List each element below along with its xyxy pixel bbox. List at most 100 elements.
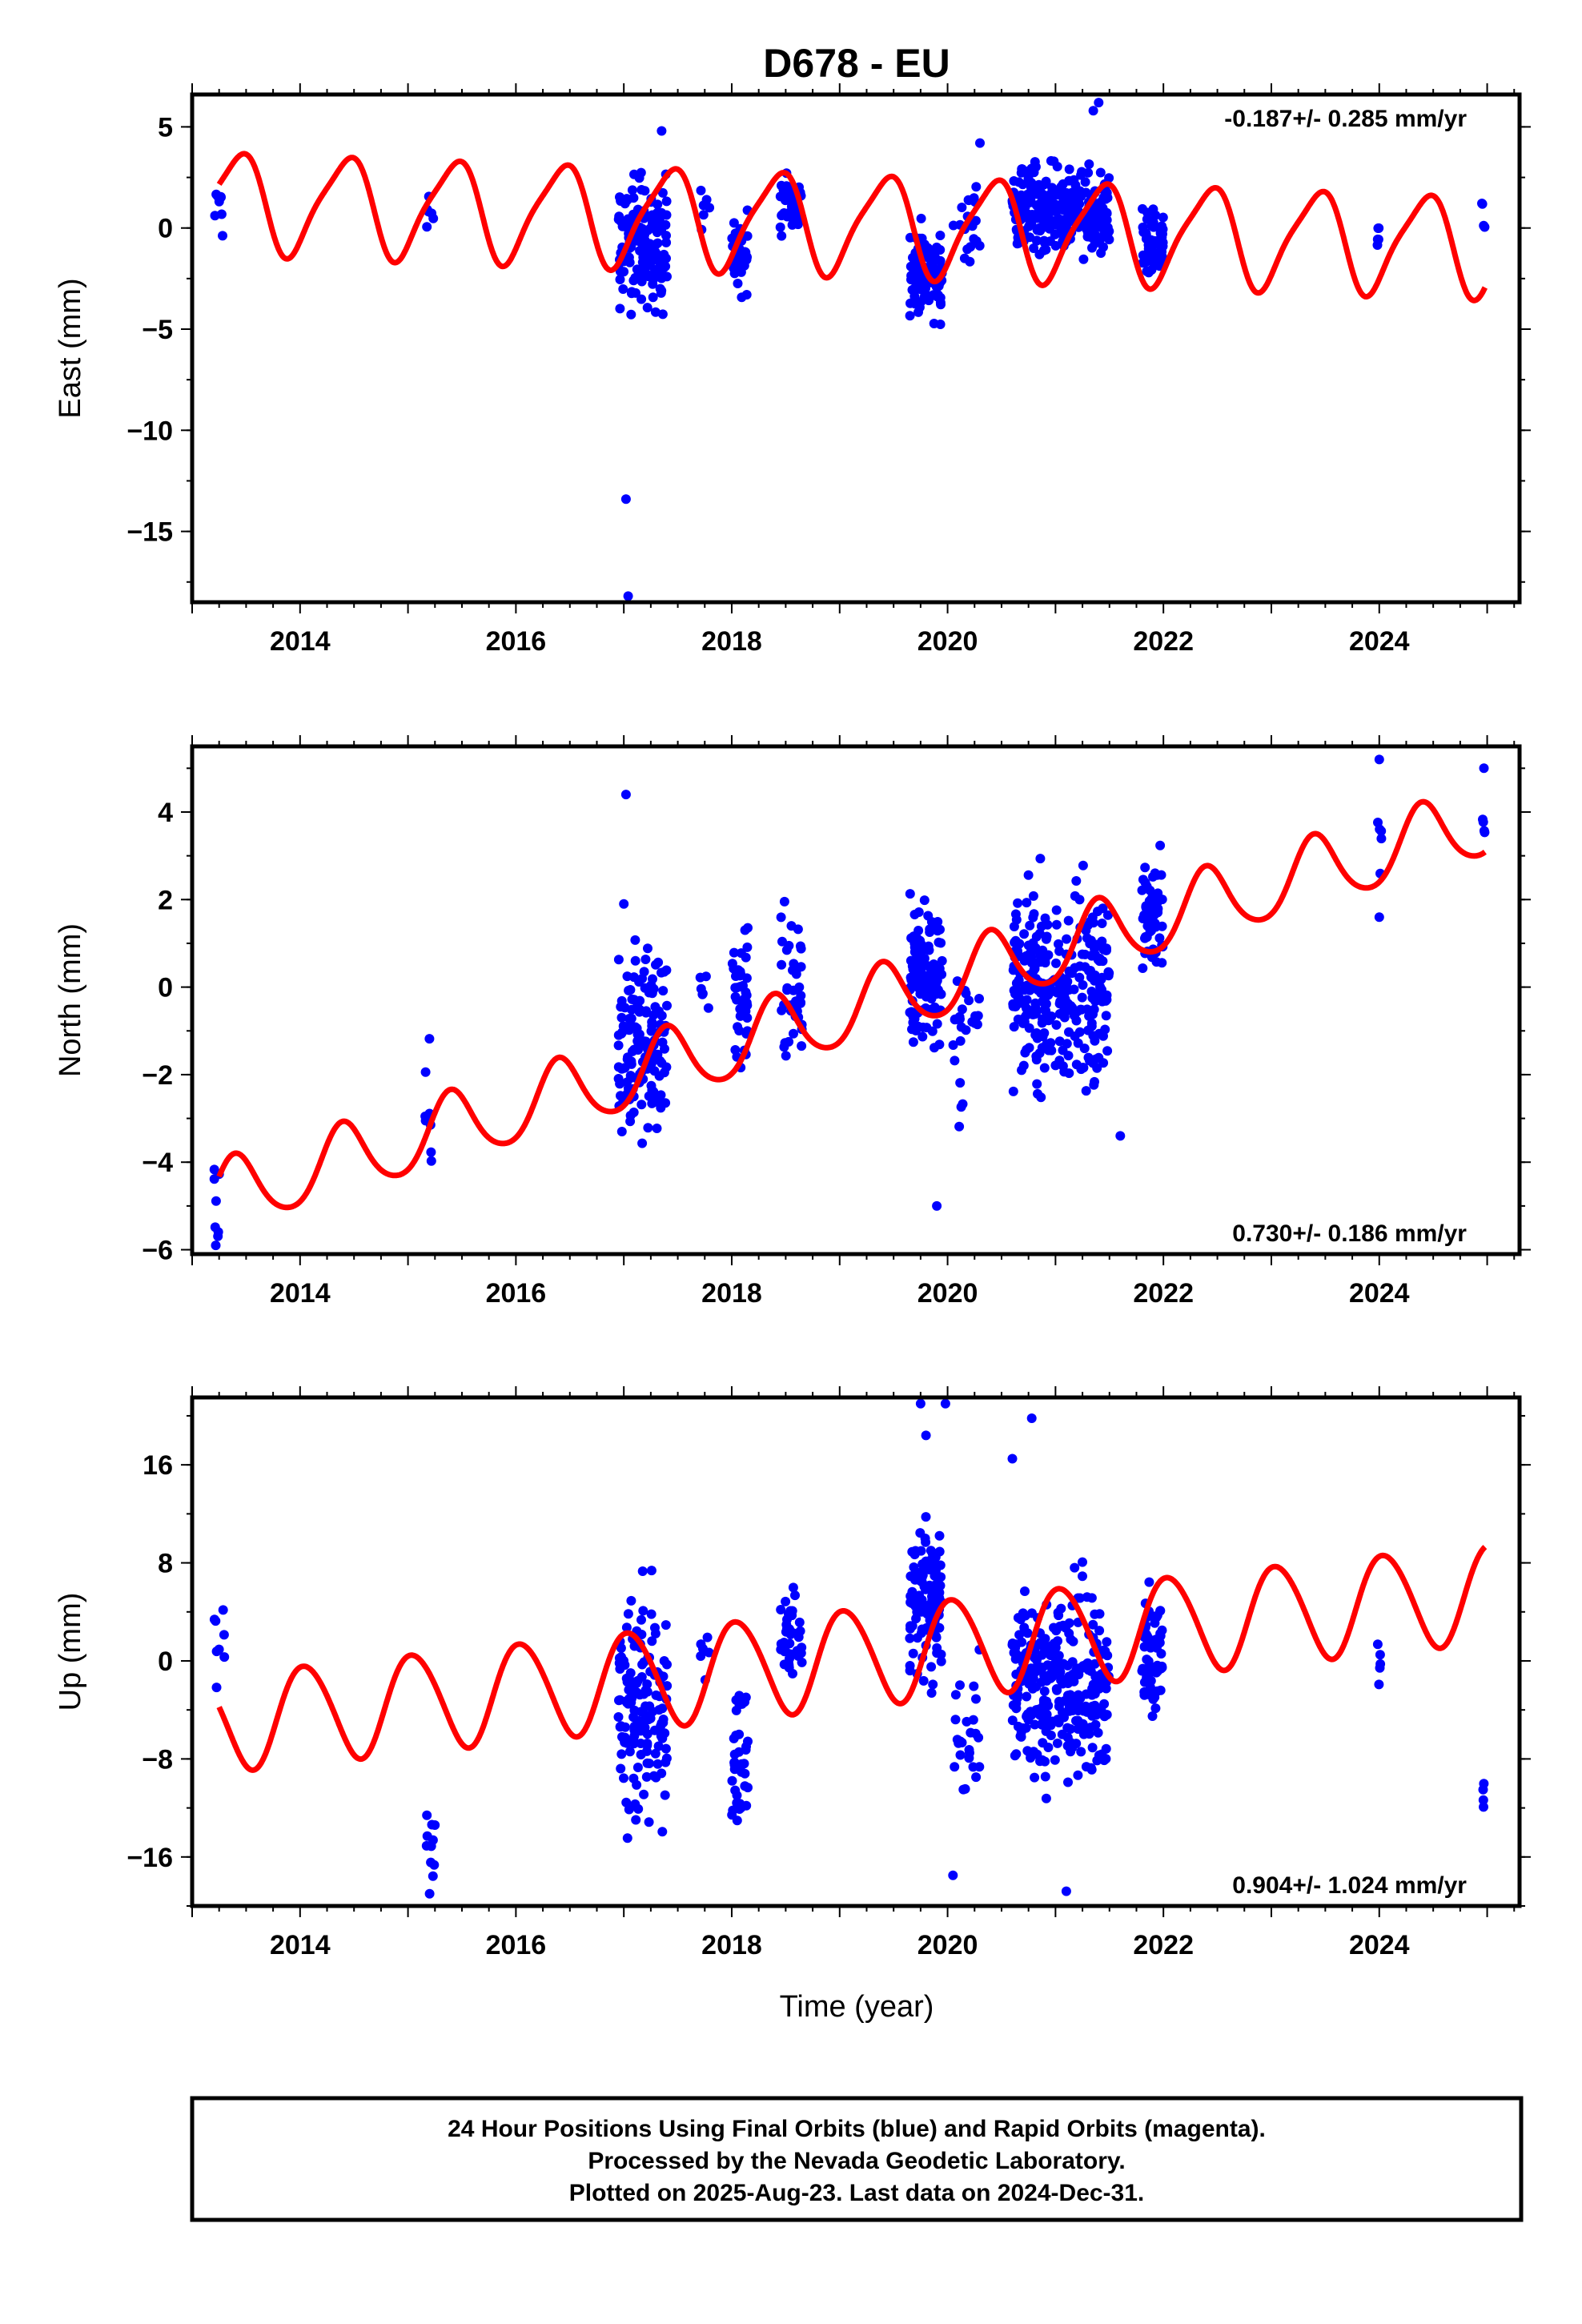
y-tick-label: −15 xyxy=(126,517,173,548)
data-point xyxy=(912,1606,922,1617)
data-point xyxy=(632,1763,643,1772)
data-point xyxy=(1375,1650,1385,1660)
data-point xyxy=(424,1034,435,1044)
data-point xyxy=(1039,196,1050,207)
data-point xyxy=(636,1750,646,1759)
data-point xyxy=(1090,1054,1101,1064)
x-tick-label: 2020 xyxy=(917,1930,978,1960)
data-point xyxy=(219,1652,230,1663)
data-point xyxy=(1086,1723,1095,1733)
data-point xyxy=(1054,1036,1065,1047)
data-point xyxy=(640,1710,651,1720)
data-point xyxy=(730,1785,741,1795)
data-point xyxy=(623,1609,633,1619)
data-point xyxy=(616,1763,626,1774)
plot-frame xyxy=(190,1395,1522,1908)
data-point xyxy=(1073,1038,1083,1048)
data-point xyxy=(1030,943,1041,953)
data-point xyxy=(1149,895,1159,906)
data-point xyxy=(935,231,946,240)
data-point xyxy=(927,1026,938,1036)
data-point xyxy=(779,208,789,218)
outlier-point xyxy=(619,899,629,909)
x-tick-label: 2022 xyxy=(1133,626,1194,657)
data-point xyxy=(1075,1593,1085,1603)
data-point xyxy=(1029,243,1039,253)
data-point xyxy=(906,933,917,943)
data-point xyxy=(966,242,976,252)
data-point xyxy=(1086,1666,1096,1676)
data-point xyxy=(1102,1710,1112,1720)
data-point xyxy=(651,959,661,970)
data-point xyxy=(1044,1045,1054,1055)
east-panel: 2014 2016 2018 2020 2022 2024 5 0 −5 −10 −15 East (… xyxy=(54,83,1531,657)
data-point xyxy=(971,1694,981,1704)
data-point xyxy=(620,1063,630,1073)
data-point xyxy=(1157,958,1167,968)
data-point xyxy=(1018,1060,1029,1071)
data-point xyxy=(1094,1609,1105,1619)
x-tick-label: 2020 xyxy=(917,626,978,657)
model-curve xyxy=(216,798,1487,1211)
data-point xyxy=(974,240,985,251)
data-point xyxy=(1142,932,1152,943)
data-point xyxy=(929,969,939,979)
data-point xyxy=(926,1662,937,1672)
data-point xyxy=(646,1058,656,1068)
data-point xyxy=(696,983,706,994)
data-point xyxy=(781,1051,791,1061)
outlier-point xyxy=(623,591,633,601)
data-point xyxy=(905,1623,915,1634)
data-point xyxy=(1082,1592,1092,1602)
data-point xyxy=(643,1123,653,1133)
outlier-point xyxy=(620,494,631,505)
data-point xyxy=(735,967,745,977)
data-point xyxy=(619,267,629,277)
data-point xyxy=(622,1833,632,1844)
data-point xyxy=(1054,939,1063,949)
data-point xyxy=(1052,1738,1062,1748)
data-point xyxy=(621,1622,632,1633)
data-point xyxy=(921,1584,930,1594)
data-point xyxy=(1078,1557,1087,1567)
outlier-point xyxy=(656,126,667,136)
data-point xyxy=(1095,167,1106,178)
data-point xyxy=(1029,1663,1038,1674)
data-point xyxy=(615,304,625,314)
data-point xyxy=(630,955,640,966)
data-point xyxy=(1013,898,1023,908)
data-point xyxy=(795,941,805,951)
data-point xyxy=(1156,1649,1166,1659)
data-point xyxy=(656,1103,666,1113)
data-point xyxy=(1013,1613,1023,1623)
outlier-point xyxy=(1094,98,1104,108)
data-point xyxy=(790,1590,800,1601)
data-point xyxy=(1081,1086,1091,1096)
data-point xyxy=(214,1644,224,1655)
data-point xyxy=(1098,1031,1108,1041)
data-point xyxy=(651,1772,661,1783)
data-point xyxy=(642,1739,652,1748)
data-point xyxy=(1038,996,1048,1007)
data-point xyxy=(658,986,669,996)
data-point xyxy=(640,1701,651,1711)
data-point xyxy=(1030,1772,1040,1783)
data-point xyxy=(1013,1014,1023,1024)
x-tick-label: 2014 xyxy=(270,1930,331,1960)
data-point xyxy=(428,1835,438,1845)
data-point xyxy=(917,1624,927,1634)
data-point xyxy=(729,218,739,228)
data-point xyxy=(1099,1755,1110,1766)
data-point xyxy=(628,1108,639,1117)
data-point xyxy=(622,971,632,982)
data-point xyxy=(781,1623,792,1634)
data-points xyxy=(209,1398,1489,1899)
data-point xyxy=(644,240,654,251)
data-point xyxy=(936,1572,946,1582)
data-point xyxy=(655,266,665,275)
data-point xyxy=(1090,1035,1100,1046)
data-point xyxy=(218,1605,228,1615)
data-point xyxy=(789,199,799,210)
data-point xyxy=(705,203,715,213)
data-point xyxy=(618,284,628,294)
